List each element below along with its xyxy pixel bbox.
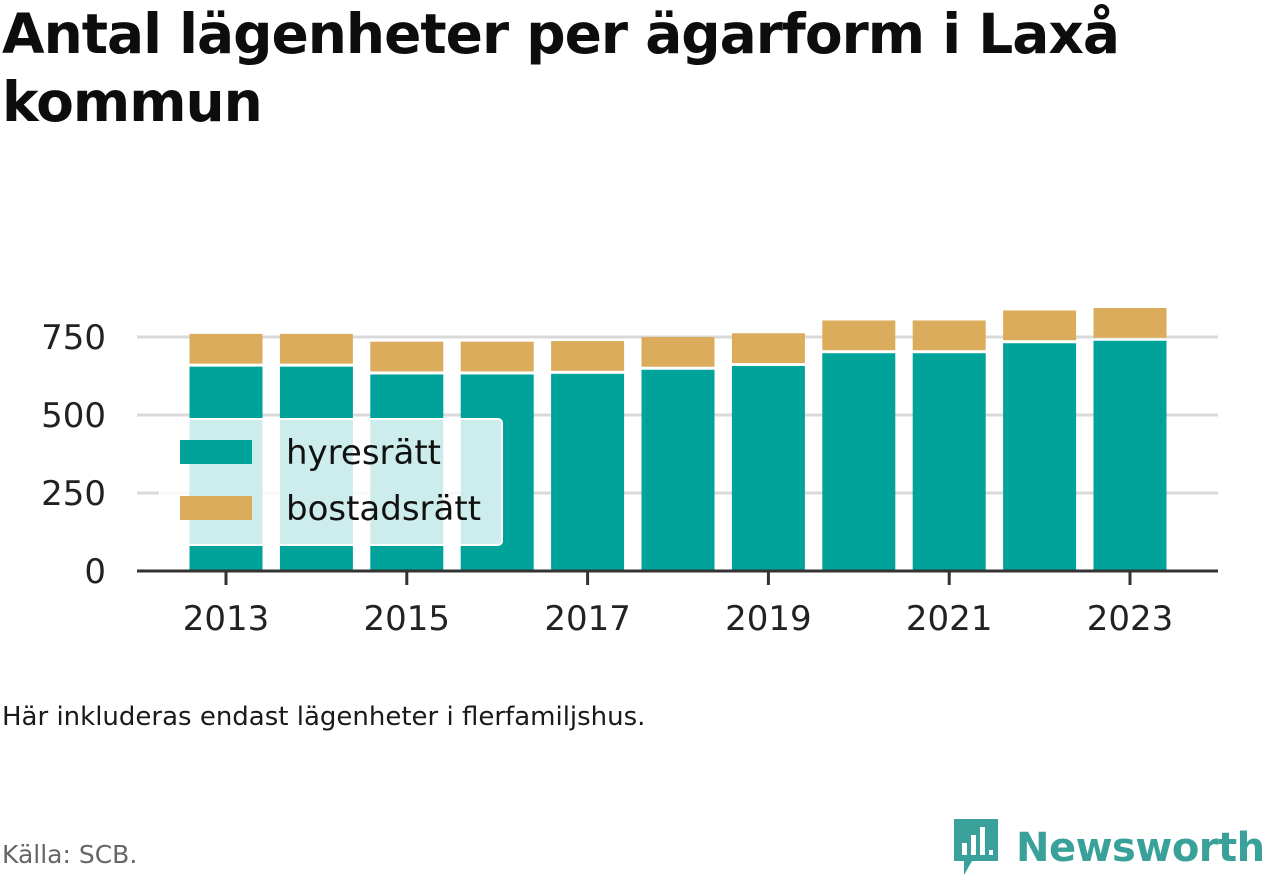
bar-bostadsratt-2018: [641, 337, 715, 367]
x-tick-label: 2017: [544, 599, 631, 639]
bar-hyresratt-2021: [912, 353, 986, 571]
source-text: Källa: SCB.: [2, 840, 138, 869]
x-tick-label: 2019: [725, 599, 812, 639]
bar-hyresratt-2022: [1003, 343, 1077, 571]
bar-hyresratt-2018: [641, 369, 715, 571]
y-tick-label: 250: [41, 474, 106, 514]
chart-title: Antal lägenheter per ägarform i Laxå kom…: [2, 2, 1120, 134]
x-tick-label: 2013: [183, 599, 270, 639]
bar-bostadsratt-2016: [460, 341, 534, 372]
x-tick-label: 2015: [364, 599, 451, 639]
bar-bostadsratt-2022: [1003, 310, 1077, 341]
legend-swatch: [180, 496, 252, 520]
bar-hyresratt-2020: [822, 353, 896, 571]
bar-bostadsratt-2021: [912, 320, 986, 351]
y-tick-label: 750: [41, 318, 106, 358]
x-tick-label: 2021: [906, 599, 993, 639]
bar-bostadsratt-2015: [370, 341, 444, 372]
bar-bostadsratt-2014: [279, 333, 353, 364]
axes: 0 250 500 750 2013 2015 2017 2019 2021 2023: [41, 318, 1218, 639]
legend: hyresrätt bostadsrätt: [159, 418, 503, 546]
bar-hyresratt-2019: [731, 366, 805, 571]
legend-label: hyresrätt: [286, 433, 441, 473]
brand-name: Newsworthy: [1016, 825, 1262, 871]
newsworthy-logo-icon: [954, 819, 998, 875]
bar-bostadsratt-2023: [1093, 307, 1167, 338]
bar-bostadsratt-2013: [189, 333, 263, 364]
y-tick-label: 500: [41, 396, 106, 436]
bar-bostadsratt-2019: [731, 333, 805, 364]
bar-bostadsratt-2020: [822, 320, 896, 351]
newsworthy-logo: Newsworthy: [950, 818, 1262, 878]
chart-note: Här inkluderas endast lägenheter i flerf…: [2, 702, 646, 732]
bar-hyresratt-2017: [551, 373, 625, 571]
y-tick-label: 0: [84, 552, 106, 592]
legend-label: bostadsrätt: [286, 489, 481, 529]
bar-hyresratt-2023: [1093, 340, 1167, 571]
x-tick-label: 2023: [1087, 599, 1174, 639]
legend-swatch: [180, 440, 252, 464]
bar-bostadsratt-2017: [551, 341, 625, 371]
